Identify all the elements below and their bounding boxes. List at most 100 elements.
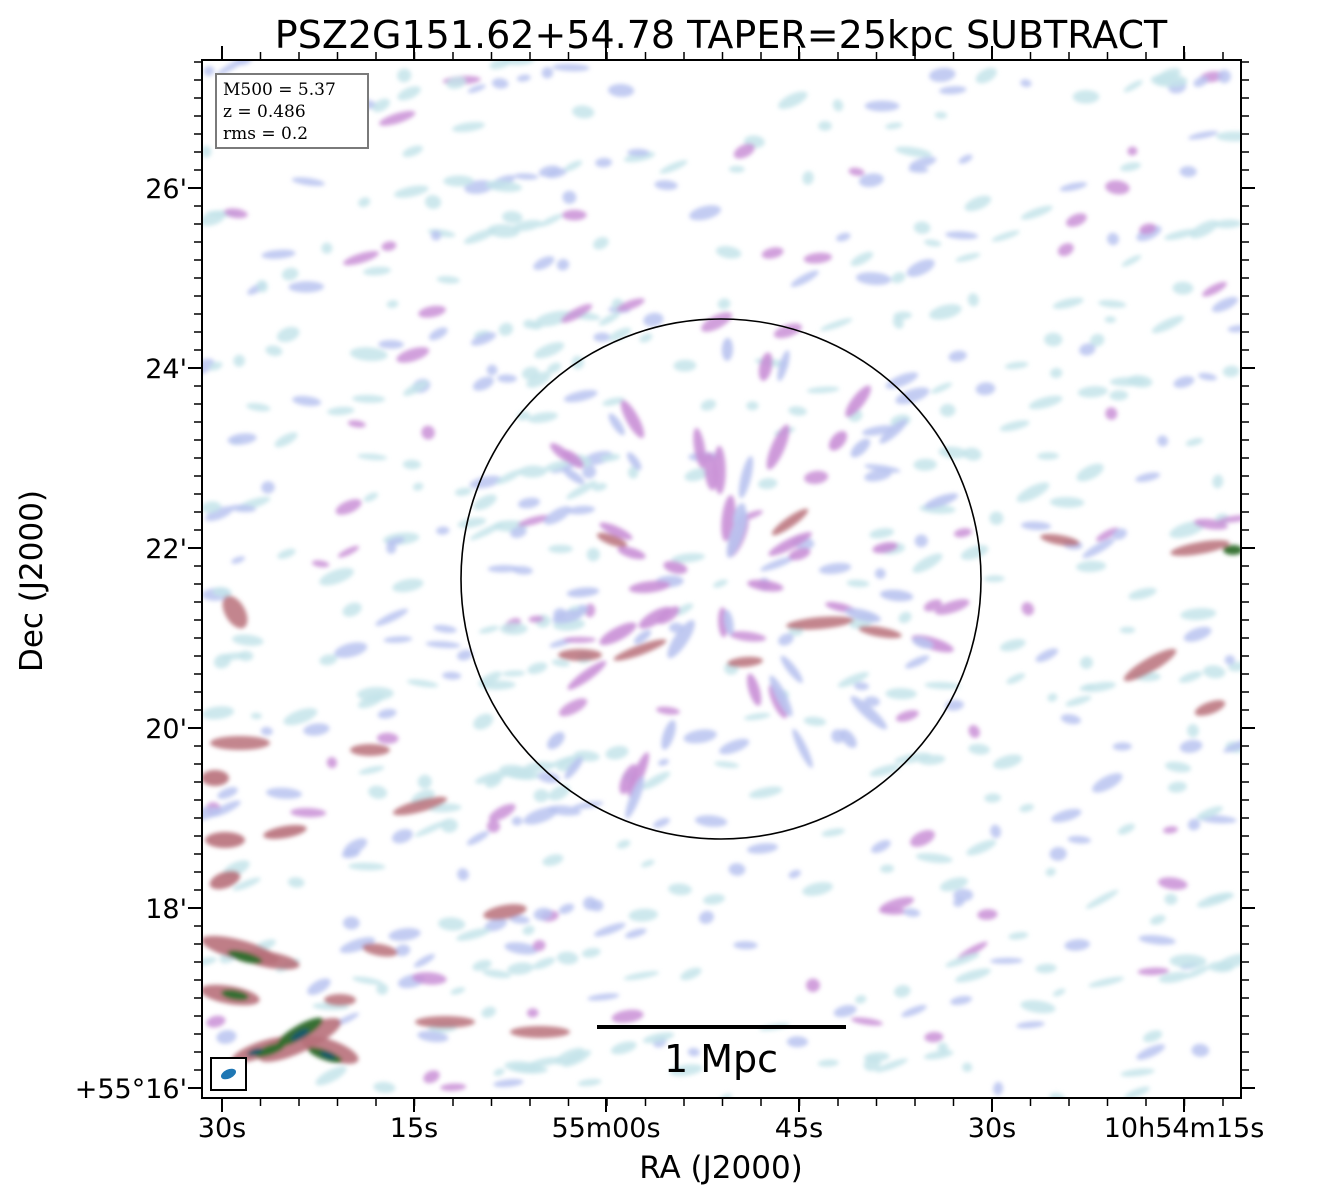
emission-blob <box>1064 939 1090 951</box>
emission-blob <box>572 105 595 119</box>
emission-blob <box>1198 372 1217 381</box>
emission-blob <box>596 532 628 548</box>
emission-blob <box>713 579 728 588</box>
emission-blob <box>803 716 827 726</box>
plot-area: 1 Mpc M500 = 5.37 z = 0.486 rms = 0.2 <box>201 59 1242 1099</box>
emission-blob <box>818 120 832 131</box>
emission-blob <box>845 385 871 418</box>
emission-blob <box>760 556 795 572</box>
emission-blob <box>266 787 302 799</box>
emission-blob <box>758 478 778 490</box>
emission-blob <box>227 950 263 964</box>
emission-blob <box>526 1008 539 1018</box>
emission-blob <box>339 937 376 954</box>
x-tick-label: 10h54m15s <box>1104 1113 1265 1144</box>
emission-blob <box>656 606 680 625</box>
emission-blob <box>504 942 538 955</box>
plot-frame <box>201 59 1242 1099</box>
emission-blob <box>533 789 549 803</box>
emission-blob <box>210 800 241 817</box>
emission-blob <box>619 764 638 794</box>
emission-blob <box>1178 671 1203 683</box>
emission-blob <box>564 756 583 780</box>
emission-blob <box>962 1062 973 1073</box>
emission-blob <box>518 465 547 478</box>
emission-blob <box>485 775 502 788</box>
emission-blob <box>549 755 577 768</box>
emission-blob <box>210 736 270 750</box>
emission-blob <box>379 110 416 126</box>
emission-blob <box>864 469 892 482</box>
emission-blob <box>301 1036 359 1064</box>
emission-blob <box>1157 435 1169 447</box>
emission-blob <box>1020 521 1052 531</box>
emission-blob <box>1172 281 1194 295</box>
emission-blob <box>1167 781 1187 793</box>
emission-blob <box>1121 254 1142 267</box>
emission-blob <box>910 829 935 847</box>
emission-blob <box>817 1059 839 1067</box>
emission-blob <box>627 466 639 479</box>
emission-blob <box>562 449 584 469</box>
emission-blob <box>441 818 458 833</box>
emission-blob <box>703 894 725 905</box>
emission-blob <box>202 501 222 514</box>
emission-blob <box>945 953 980 968</box>
emission-blob <box>1150 914 1166 925</box>
emission-blob <box>543 506 572 525</box>
emission-blob <box>486 364 498 376</box>
emission-blob <box>1067 835 1091 844</box>
emission-blob <box>261 249 296 259</box>
emission-blob <box>516 74 531 82</box>
emission-blob <box>352 394 386 403</box>
emission-blob <box>583 896 597 911</box>
emission-blob <box>1104 316 1116 323</box>
emission-blob <box>684 468 709 482</box>
emission-blob <box>319 654 338 666</box>
plot-title: PSZ2G151.62+54.78 TAPER=25kpc SUBTRACT <box>275 13 1168 57</box>
emission-blob <box>659 160 688 174</box>
emission-blob <box>1049 846 1067 861</box>
emission-blob <box>326 757 338 769</box>
emission-blob <box>990 824 1001 839</box>
emission-blob <box>918 754 946 765</box>
x-tick-label: 45s <box>775 1113 823 1144</box>
emission-blob <box>1203 665 1226 679</box>
emission-blob <box>383 636 413 643</box>
emission-blob <box>315 1066 347 1086</box>
emission-blob <box>290 807 327 818</box>
emission-blob <box>436 526 450 535</box>
emission-blob <box>587 993 620 1001</box>
emission-blob <box>202 358 215 375</box>
emission-blob <box>202 211 226 226</box>
emission-blob <box>1165 761 1191 773</box>
emission-blob <box>498 322 514 336</box>
emission-blob <box>1158 971 1189 983</box>
emission-blob <box>855 272 892 286</box>
emission-blob <box>456 928 491 941</box>
emission-blob <box>984 793 1001 803</box>
emission-blob <box>1060 714 1081 725</box>
emission-blob <box>863 1052 890 1062</box>
emission-blob <box>287 877 305 888</box>
emission-blob <box>532 957 556 970</box>
emission-blob <box>1090 333 1105 347</box>
emission-blob <box>875 1058 908 1073</box>
emission-blob <box>869 764 901 777</box>
emission-blob <box>233 354 246 367</box>
emission-blob <box>701 312 733 332</box>
emission-blob <box>1045 867 1056 877</box>
y-tick-label: 18' <box>145 894 187 925</box>
emission-blob <box>806 978 820 993</box>
emission-blob <box>628 908 658 922</box>
emission-blob <box>1123 80 1143 93</box>
emission-blob <box>895 387 930 405</box>
emission-blob <box>1173 376 1195 388</box>
emission-blob <box>653 817 670 828</box>
emission-blob <box>481 1006 496 1018</box>
emission-blob <box>1164 893 1178 905</box>
emission-blob <box>642 1032 675 1044</box>
emission-blob <box>608 327 632 341</box>
emission-blob <box>608 413 625 436</box>
emission-blob <box>850 251 874 267</box>
